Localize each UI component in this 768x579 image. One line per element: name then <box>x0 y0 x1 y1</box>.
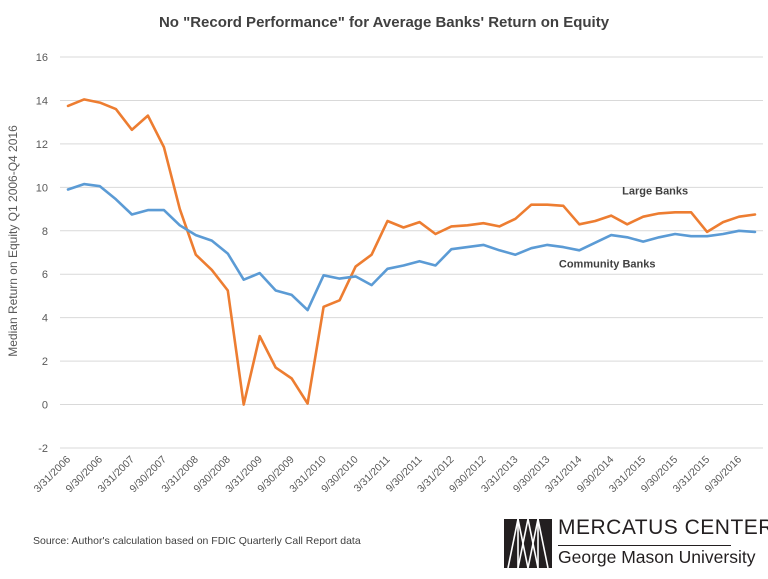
y-tick-label: 14 <box>36 95 48 107</box>
series-label-large-banks: Large Banks <box>622 186 688 198</box>
mercatus-logo-mark-icon <box>504 518 552 569</box>
y-tick-label: 16 <box>36 52 48 64</box>
y-tick-label: 8 <box>42 226 48 238</box>
y-tick-label: 2 <box>42 356 48 368</box>
y-tick-label: -2 <box>38 443 48 455</box>
x-axis-ticks: 3/31/20069/30/20063/31/20079/30/20073/31… <box>32 454 745 496</box>
logo-subtitle: George Mason University <box>558 547 756 567</box>
line-chart: No "Record Performance" for Average Bank… <box>6 14 763 496</box>
series-label-community-banks: Community Banks <box>559 258 656 270</box>
y-tick-label: 10 <box>36 182 48 194</box>
y-axis-label: Median Return on Equity Q1 2006-Q4 2016 <box>6 125 20 357</box>
y-tick-label: 6 <box>42 269 48 281</box>
y-tick-label: 4 <box>42 313 48 325</box>
y-axis-ticks: -2 0 2 4 6 8 10 12 14 16 <box>36 52 48 455</box>
mercatus-logo: MERCATUS CENTER George Mason University <box>504 516 768 572</box>
y-tick-label: 0 <box>42 400 48 412</box>
logo-divider <box>558 545 731 546</box>
gridlines <box>60 56 763 449</box>
series-line-large-banks <box>66 98 757 406</box>
logo-title: MERCATUS CENTER <box>558 516 768 539</box>
series-lines <box>66 98 757 406</box>
y-tick-label: 12 <box>36 139 48 151</box>
series-line-community-banks <box>66 182 757 312</box>
series-labels: Large Banks Community Banks <box>559 186 688 271</box>
chart-title: No "Record Performance" for Average Bank… <box>159 14 610 31</box>
source-note: Source: Author's calculation based on FD… <box>33 535 361 547</box>
